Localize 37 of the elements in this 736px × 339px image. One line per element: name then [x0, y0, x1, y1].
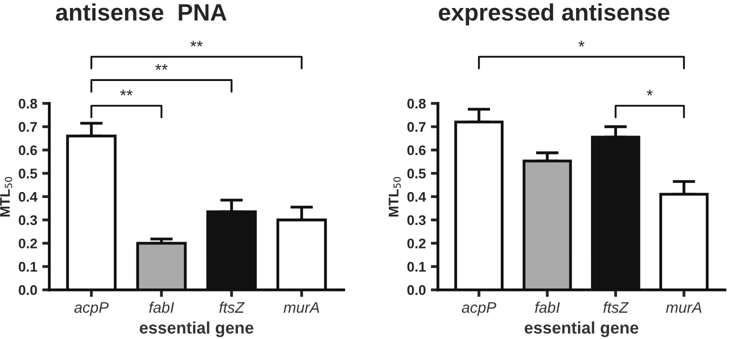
y-tick-label: 0.1: [407, 262, 426, 272]
text: **: [155, 64, 168, 70]
x-axis-title: essential gene: [140, 321, 254, 338]
x-tick-label: murA: [284, 302, 320, 313]
x-tick-label: acpP: [462, 302, 496, 316]
y-tick-label: 0.5: [407, 168, 426, 178]
y-tick-label: 0.8: [407, 98, 426, 109]
text: *: [578, 40, 584, 47]
y-axis-title: MTL$_{50}$: [388, 176, 401, 216]
y-tick-label: 0.0: [18, 285, 37, 296]
y-tick-label: 0.3: [18, 215, 38, 226]
y-tick-label: 0.3: [407, 215, 426, 226]
x-axis-title: essential gene: [524, 321, 638, 338]
y-tick-label: 0.2: [18, 238, 37, 248]
y-tick-label: 0.4: [407, 192, 426, 202]
y-tick-label: 0.6: [18, 145, 38, 156]
text: *: [646, 90, 653, 96]
y-tick-label: 0.5: [18, 168, 38, 178]
x-tick-label: ftsZ: [219, 302, 245, 313]
y-tick-label: 0.4: [18, 192, 38, 202]
text: **: [190, 40, 203, 47]
y-tick-label: 0.2: [407, 238, 426, 248]
x-tick-label: acpP: [74, 302, 109, 316]
x-tick-label: murA: [666, 302, 702, 313]
y-axis-title: MTL$_{50}$: [0, 176, 12, 216]
chart-title: expressed antisense: [438, 3, 670, 26]
x-tick-label: fabI: [149, 302, 174, 313]
y-tick-label: 0.8: [18, 98, 38, 109]
y-tick-label: 0.1: [18, 262, 38, 272]
x-tick-label: ftsZ: [603, 302, 629, 313]
x-tick-label: fabI: [535, 302, 560, 313]
text: **: [120, 90, 133, 96]
y-tick-label: 0.6: [407, 145, 426, 156]
y-tick-label: 0.7: [18, 122, 37, 132]
chart-title: antisense PNA: [56, 3, 226, 21]
y-tick-label: 0.7: [407, 122, 426, 132]
y-tick-label: 0.0: [407, 285, 426, 296]
